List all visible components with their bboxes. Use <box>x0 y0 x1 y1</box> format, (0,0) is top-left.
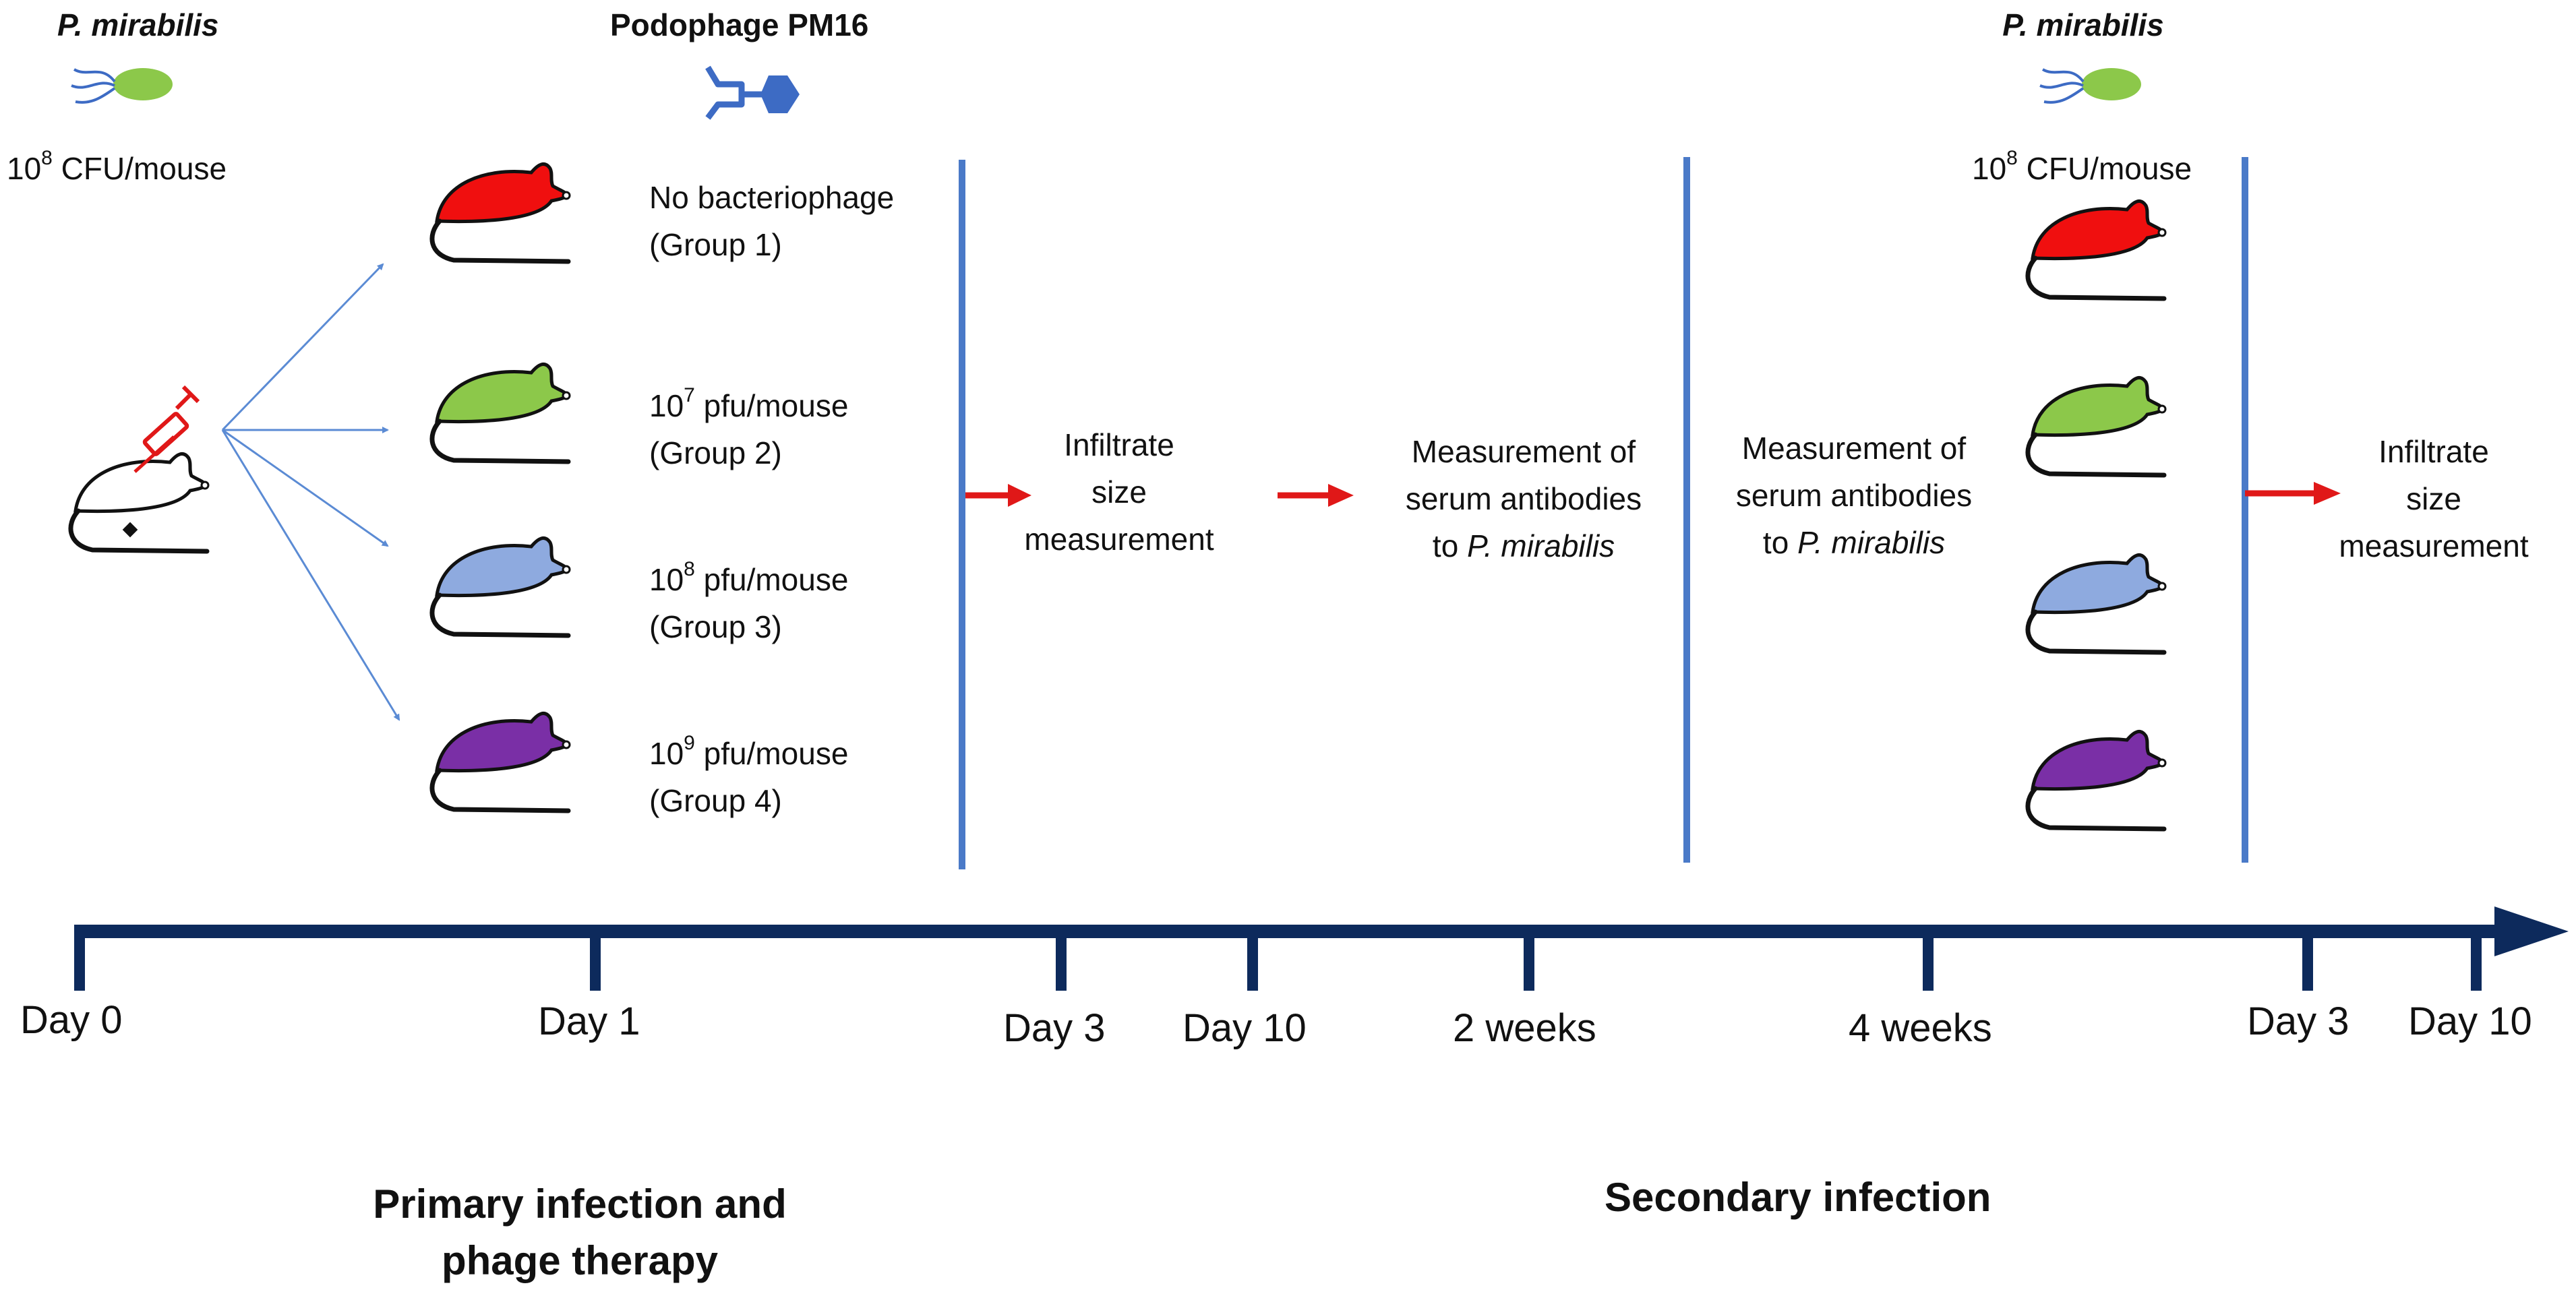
tick-label-2weeks: 2 weeks <box>1453 1006 1596 1050</box>
red-arrows <box>965 482 2341 507</box>
secondary-mouse-green-icon <box>2028 377 2165 475</box>
primary-dose: 108 CFU/mouse <box>7 147 227 186</box>
branch-arrow-group4 <box>221 429 400 721</box>
branch-arrows <box>221 263 400 721</box>
injected-mouse-icon <box>71 385 208 551</box>
secondary-bacteria-name: P. mirabilis <box>2002 7 2164 42</box>
timeline-arrowhead <box>2494 906 2569 956</box>
branch-arrow-group3 <box>222 429 389 547</box>
serum-text-2: Measurement of serum antibodies to P. mi… <box>1735 431 1973 560</box>
red-arrow-2 <box>1278 484 1354 507</box>
tick-label-day0: Day 0 <box>20 998 123 1042</box>
secondary-mouse-red-icon <box>2028 201 2165 299</box>
bacterium-icon-secondary <box>2039 67 2143 104</box>
tick-label-day10: Day 10 <box>1182 1006 1307 1050</box>
mouse-group4-icon <box>432 713 570 811</box>
mouse-group2-icon <box>432 364 570 462</box>
tick-label-day1: Day 1 <box>538 999 640 1043</box>
infiltrate-text-2: Infiltrate size measurement <box>2339 434 2529 563</box>
tick-label-day3: Day 3 <box>1003 1006 1106 1050</box>
phase-secondary-label: Secondary infection <box>1605 1175 1991 1220</box>
syringe-icon <box>133 385 200 473</box>
primary-bacteria-name: P. mirabilis <box>57 7 219 42</box>
phage-name: Podophage PM16 <box>610 7 869 42</box>
secondary-dose: 108 CFU/mouse <box>1972 147 2192 186</box>
tick-label-4weeks: 4 weeks <box>1849 1006 1992 1050</box>
infiltrate-text-1: Infiltrate size measurement <box>1024 427 1214 557</box>
phase-primary-label: Primary infection and phage therapy <box>373 1181 787 1283</box>
group2-label: 107 pfu/mouse (Group 2) <box>649 384 849 470</box>
serum-text-1: Measurement of serum antibodies to P. mi… <box>1405 434 1642 563</box>
mouse-group1-icon <box>432 164 570 261</box>
red-arrow-1 <box>965 484 1031 507</box>
tick-label-day3-secondary: Day 3 <box>2247 999 2349 1043</box>
group4-label: 109 pfu/mouse (Group 4) <box>649 732 849 818</box>
group1-label: No bacteriophage (Group 1) <box>649 180 895 262</box>
secondary-mouse-purple-icon <box>2028 731 2165 829</box>
timeline-ticks <box>74 926 2482 991</box>
branch-arrow-group1 <box>221 263 384 431</box>
red-arrow-3 <box>2245 482 2341 505</box>
tick-label-day10-secondary: Day 10 <box>2408 999 2532 1043</box>
mouse-group3-icon <box>432 538 570 636</box>
bacterium-icon-primary <box>70 67 174 104</box>
group3-label: 108 pfu/mouse (Group 3) <box>649 558 849 644</box>
secondary-mouse-blue-icon <box>2028 555 2165 652</box>
phage-icon <box>705 65 800 120</box>
